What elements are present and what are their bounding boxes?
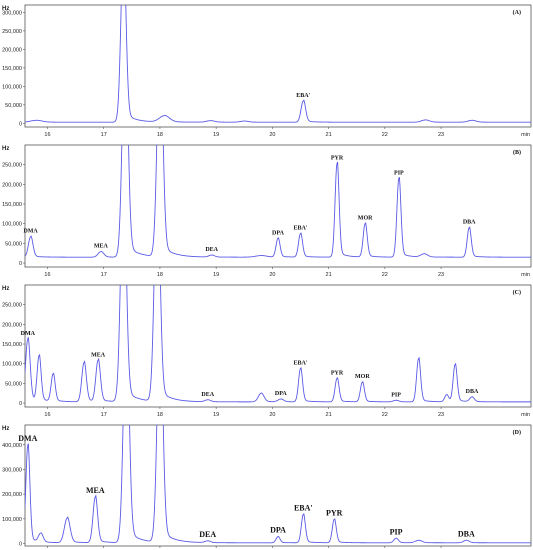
panel-b: 0 50,000 100,000 150,000 200,000 250,000 Hz 16 1… [2,144,532,278]
y-tick-label: 50,000 [5,103,22,109]
y-tick-label: 50,000 [5,241,22,247]
x-axis-unit: min [521,132,530,138]
peak-label: DMA [21,331,36,337]
panel-c: 0 50,000 100,000 150,000 200,000 250,000 Hz 16 1… [2,284,532,418]
y-tick-label: 0 [19,401,22,407]
x-tick-label: 22 [382,412,388,418]
y-tick-label: 300,000 [2,467,22,473]
peak-label: DEA [205,247,218,253]
y-tick-label: 150,000 [2,342,22,348]
panel-tag: (C) [513,289,521,296]
peak-label: MOR [355,374,370,380]
y-axis-unit: Hz [2,286,9,292]
panel-tag: (B) [513,149,521,156]
y-tick-label: 0 [19,542,22,548]
panel-d: 0100,000200,000300,000400,000Hz161718192… [2,424,532,548]
peak-label: MEA [91,353,106,359]
y-tick-label: 250,000 [2,303,22,309]
y-tick-label: 0 [19,261,22,267]
x-tick-label: 22 [382,132,388,138]
peak-label: DBA [463,220,476,226]
y-tick-label: 150,000 [2,202,22,208]
peak-label: MEA [86,486,105,495]
x-tick-label: 21 [326,272,332,278]
x-tick-label: 20 [269,412,275,418]
x-tick-label: 20 [269,132,275,138]
peak-label: DPA [272,230,285,236]
x-axis-unit: min [521,412,530,418]
y-tick-label: 250,000 [2,163,22,169]
x-tick-label: 19 [213,272,219,278]
peak-label: DMA [23,229,38,235]
panel-a: 0 50,000 100,000 150,000 200,000 250,000 300,0… [2,4,532,138]
x-tick-label: 18 [157,272,163,278]
plot-frame [24,284,532,408]
y-tick-label: 150,000 [2,66,22,72]
peak-label: DMA [18,434,37,443]
x-tick-label: 21 [326,412,332,418]
x-tick-label: 22 [382,272,388,278]
panel-tag: (A) [513,9,521,16]
chromatogram-trace [25,145,531,258]
x-tick-label: 23 [438,272,444,278]
y-tick-label: 100,000 [2,517,22,523]
x-tick-label: 16 [44,412,50,418]
x-tick-label: 18 [157,412,163,418]
x-tick-label: 23 [438,132,444,138]
peak-label: PIP [391,392,401,398]
peak-label: PYR [326,508,343,517]
chromatogram-trace [25,425,531,544]
chromatogram-trace [25,285,531,403]
plot-frame [24,424,532,547]
peak-label: EBA' [293,360,307,366]
peak-label: DPA [275,391,288,397]
peak-label: PIP [394,170,404,176]
y-tick-label: 100,000 [2,222,22,228]
y-tick-label: 200,000 [2,492,22,498]
x-axis-unit: min [521,272,530,278]
peak-label: PIP [390,527,403,536]
y-tick-label: 300,000 [2,10,22,16]
x-tick-label: 23 [438,412,444,418]
y-axis-unit: Hz [2,426,9,432]
y-tick-label: 200,000 [2,322,22,328]
x-tick-label: 17 [101,272,107,278]
peak-label: DBA [458,529,475,538]
y-tick-label: 200,000 [2,182,22,188]
y-tick-label: 100,000 [2,84,22,90]
peak-label: MOR [358,216,373,222]
panel-tag: (D) [513,429,521,436]
peak-label: EBA' [293,226,307,232]
y-tick-label: 250,000 [2,29,22,35]
y-tick-label: 0 [19,121,22,127]
x-tick-label: 17 [101,132,107,138]
chromatogram-trace [25,5,531,123]
peak-label: DPA [270,526,286,535]
x-tick-label: 18 [157,132,163,138]
plot-frame [24,4,532,128]
peak-label: DEA [201,392,214,398]
y-tick-label: 400,000 [2,443,22,449]
y-tick-label: 50,000 [5,381,22,387]
x-tick-label: 21 [326,132,332,138]
peak-label: PYR [331,370,344,376]
y-tick-label: 100,000 [2,362,22,368]
y-axis-unit: Hz [2,6,9,12]
plot-frame [24,144,532,268]
x-tick-label: 19 [213,412,219,418]
peak-label: DBA [466,389,479,395]
x-tick-label: 16 [44,272,50,278]
peak-label: PYR [331,155,344,161]
y-tick-label: 200,000 [2,47,22,53]
x-tick-label: 16 [44,132,50,138]
peak-label: EBA' [296,93,310,99]
x-tick-label: 17 [101,412,107,418]
peak-label: EBA' [294,503,313,512]
x-tick-label: 19 [213,132,219,138]
peak-label: DEA [199,530,216,539]
peak-label: MEA [94,244,109,250]
x-tick-label: 20 [269,272,275,278]
y-axis-unit: Hz [2,146,9,152]
